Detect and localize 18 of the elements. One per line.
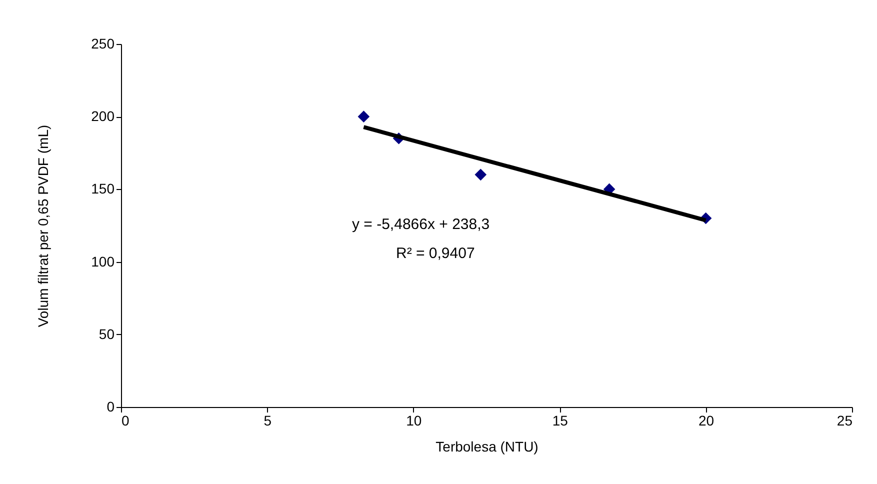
annotation: R² = 0,9407 [396,245,475,262]
x-tick-label: 5 [264,412,272,428]
x-tick-label: 15 [552,412,568,428]
y-tick-label: 250 [91,36,115,52]
point [474,168,487,181]
x-tick-label: 10 [406,412,422,428]
annotation: y = -5,4866x + 238,3 [352,216,490,233]
point [358,110,370,123]
y-axis-title: Volum filtrat per 0,65 PVDF (mL) [35,124,52,328]
x-tick-label: 0 [122,412,130,428]
y-tick-label: 200 [91,108,115,124]
y-tick-label: 0 [106,398,115,414]
x-tick-label: 25 [836,412,853,428]
y-tick-label: 100 [91,253,115,270]
y-tick-label: 50 [98,326,115,342]
x-tick-label: 20 [698,412,714,428]
y-tick-label: 150 [91,180,115,197]
x-axis-title: Terbolesa (NTU) [436,438,538,454]
